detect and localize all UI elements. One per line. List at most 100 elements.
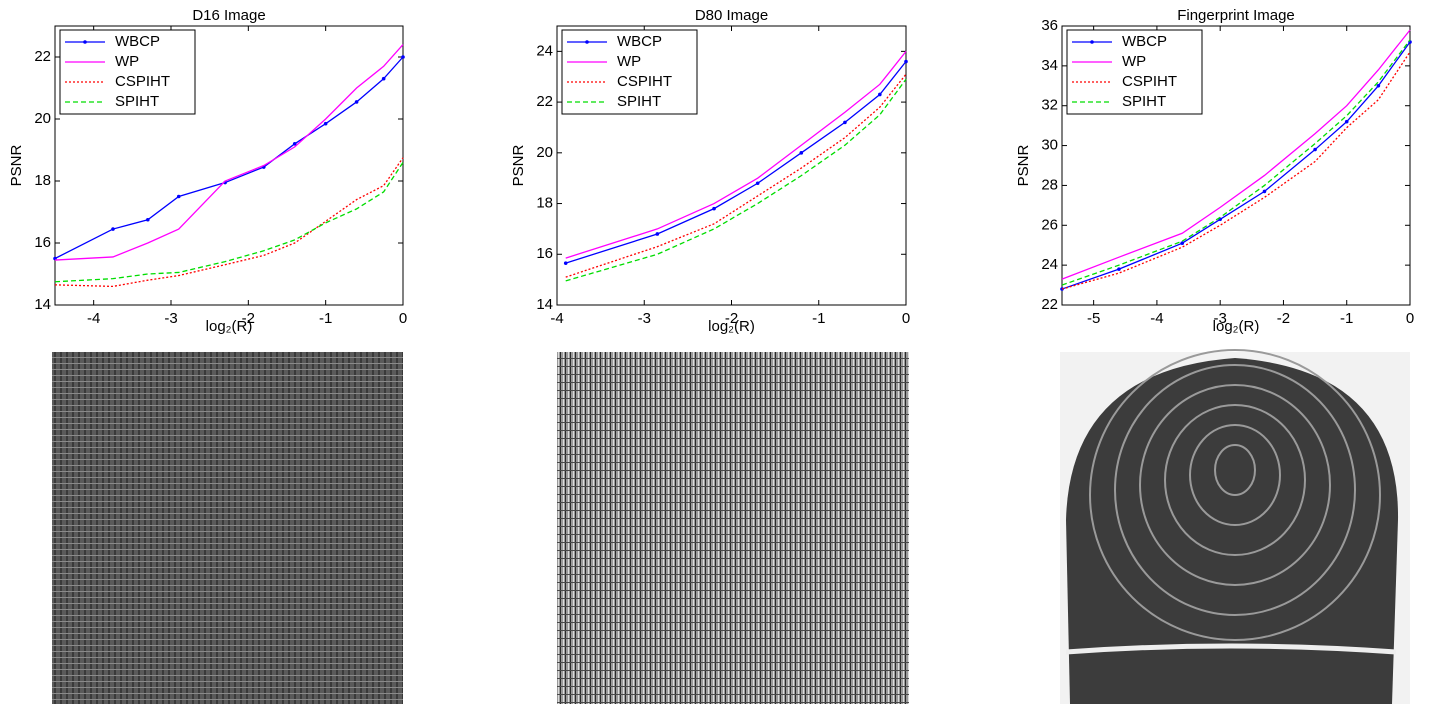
x-tick-label: -2 xyxy=(242,310,255,327)
plot-frame xyxy=(54,25,404,306)
y-tick-label: 16 xyxy=(536,245,553,262)
point-marker xyxy=(1313,147,1317,152)
x-tick-label: -4 xyxy=(87,310,100,327)
point-marker xyxy=(755,181,760,186)
y-axis-label: PSNR xyxy=(1015,145,1032,187)
legend-label: SPIHT xyxy=(115,93,159,110)
point-marker xyxy=(1376,83,1381,88)
x-tick-label: -1 xyxy=(812,310,825,327)
point-marker xyxy=(354,100,359,104)
point-marker xyxy=(1262,189,1267,194)
legend-box xyxy=(561,29,698,115)
x-tick-label: -3 xyxy=(638,310,651,327)
x-tick-label: 0 xyxy=(399,310,407,327)
chart-title: D16 Image xyxy=(192,7,265,24)
point-marker xyxy=(843,120,847,125)
y-tick-label: 20 xyxy=(34,110,51,127)
legend-box xyxy=(1066,29,1203,115)
texture-image xyxy=(52,352,403,704)
point-marker xyxy=(401,55,405,59)
x-axis-label: log₂(R) xyxy=(206,318,253,335)
legend-marker xyxy=(1090,40,1094,44)
plot-frame xyxy=(1061,25,1411,306)
legend-marker xyxy=(585,40,589,44)
legend-label: CSPIHT xyxy=(115,73,170,90)
chart-title: D80 Image xyxy=(695,7,768,24)
y-tick-label: 22 xyxy=(536,93,553,110)
texture-image xyxy=(557,352,909,704)
x-tick-label: -2 xyxy=(725,310,738,327)
legend-label: WBCP xyxy=(617,33,662,50)
y-tick-label: 18 xyxy=(536,195,553,212)
legend-label: WP xyxy=(115,53,139,70)
series-line xyxy=(565,61,907,264)
point-marker xyxy=(878,92,882,97)
series-line xyxy=(565,50,907,259)
series-line xyxy=(54,157,404,288)
y-tick-label: 24 xyxy=(1041,256,1058,273)
x-tick-label: -3 xyxy=(164,310,177,327)
x-tick-label: -1 xyxy=(1340,310,1353,327)
y-tick-label: 22 xyxy=(34,48,51,65)
x-axis-label: log₂(R) xyxy=(708,318,755,335)
y-tick-label: 34 xyxy=(1041,57,1058,74)
x-tick-label: -1 xyxy=(319,310,332,327)
point-marker xyxy=(146,217,150,222)
series-line xyxy=(565,73,907,278)
legend-marker xyxy=(83,40,87,44)
y-tick-label: 18 xyxy=(34,172,51,189)
legend-label: CSPIHT xyxy=(1122,73,1177,90)
y-tick-label: 28 xyxy=(1041,176,1058,193)
point-marker xyxy=(712,206,716,211)
point-marker xyxy=(563,261,568,265)
point-marker xyxy=(1117,267,1121,271)
legend-label: WP xyxy=(1122,53,1146,70)
legend-label: WP xyxy=(617,53,641,70)
point-marker xyxy=(1180,241,1185,246)
point-marker xyxy=(904,59,908,64)
series-line xyxy=(54,44,404,261)
legend-box xyxy=(59,29,196,115)
y-tick-label: 14 xyxy=(34,296,51,313)
x-tick-label: 0 xyxy=(1406,310,1414,327)
series-line xyxy=(1061,39,1411,286)
series-line xyxy=(1061,29,1411,280)
point-marker xyxy=(176,194,181,199)
series-line xyxy=(54,162,404,283)
point-marker xyxy=(381,76,386,81)
x-tick-label: -2 xyxy=(1277,310,1290,327)
x-tick-label: -4 xyxy=(1150,310,1163,327)
y-tick-label: 30 xyxy=(1041,137,1058,154)
series-line xyxy=(565,78,907,282)
y-tick-label: 26 xyxy=(1041,216,1058,233)
point-marker xyxy=(1344,119,1349,124)
point-marker xyxy=(799,151,804,155)
point-marker xyxy=(292,142,297,146)
y-tick-label: 14 xyxy=(536,296,553,313)
legend-label: CSPIHT xyxy=(617,73,672,90)
y-tick-label: 24 xyxy=(536,42,553,59)
y-tick-label: 20 xyxy=(536,144,553,161)
y-tick-label: 16 xyxy=(34,234,51,251)
x-tick-label: -3 xyxy=(1214,310,1227,327)
chart-title: Fingerprint Image xyxy=(1177,7,1295,24)
series-line xyxy=(1061,51,1411,290)
fingerprint-image xyxy=(1060,349,1410,704)
x-tick-label: -5 xyxy=(1087,310,1100,327)
point-marker xyxy=(111,227,115,231)
y-axis-label: PSNR xyxy=(8,145,25,187)
y-tick-label: 32 xyxy=(1041,97,1058,114)
legend-label: WBCP xyxy=(115,33,160,50)
x-tick-label: -4 xyxy=(550,310,563,327)
y-tick-label: 36 xyxy=(1041,17,1058,34)
legend-label: WBCP xyxy=(1122,33,1167,50)
x-tick-label: 0 xyxy=(902,310,910,327)
y-tick-label: 22 xyxy=(1041,296,1058,313)
point-marker xyxy=(655,232,660,236)
x-axis-label: log₂(R) xyxy=(1213,318,1260,335)
legend-label: SPIHT xyxy=(617,93,661,110)
y-axis-label: PSNR xyxy=(510,145,527,187)
point-marker xyxy=(323,121,328,126)
legend-label: SPIHT xyxy=(1122,93,1166,110)
